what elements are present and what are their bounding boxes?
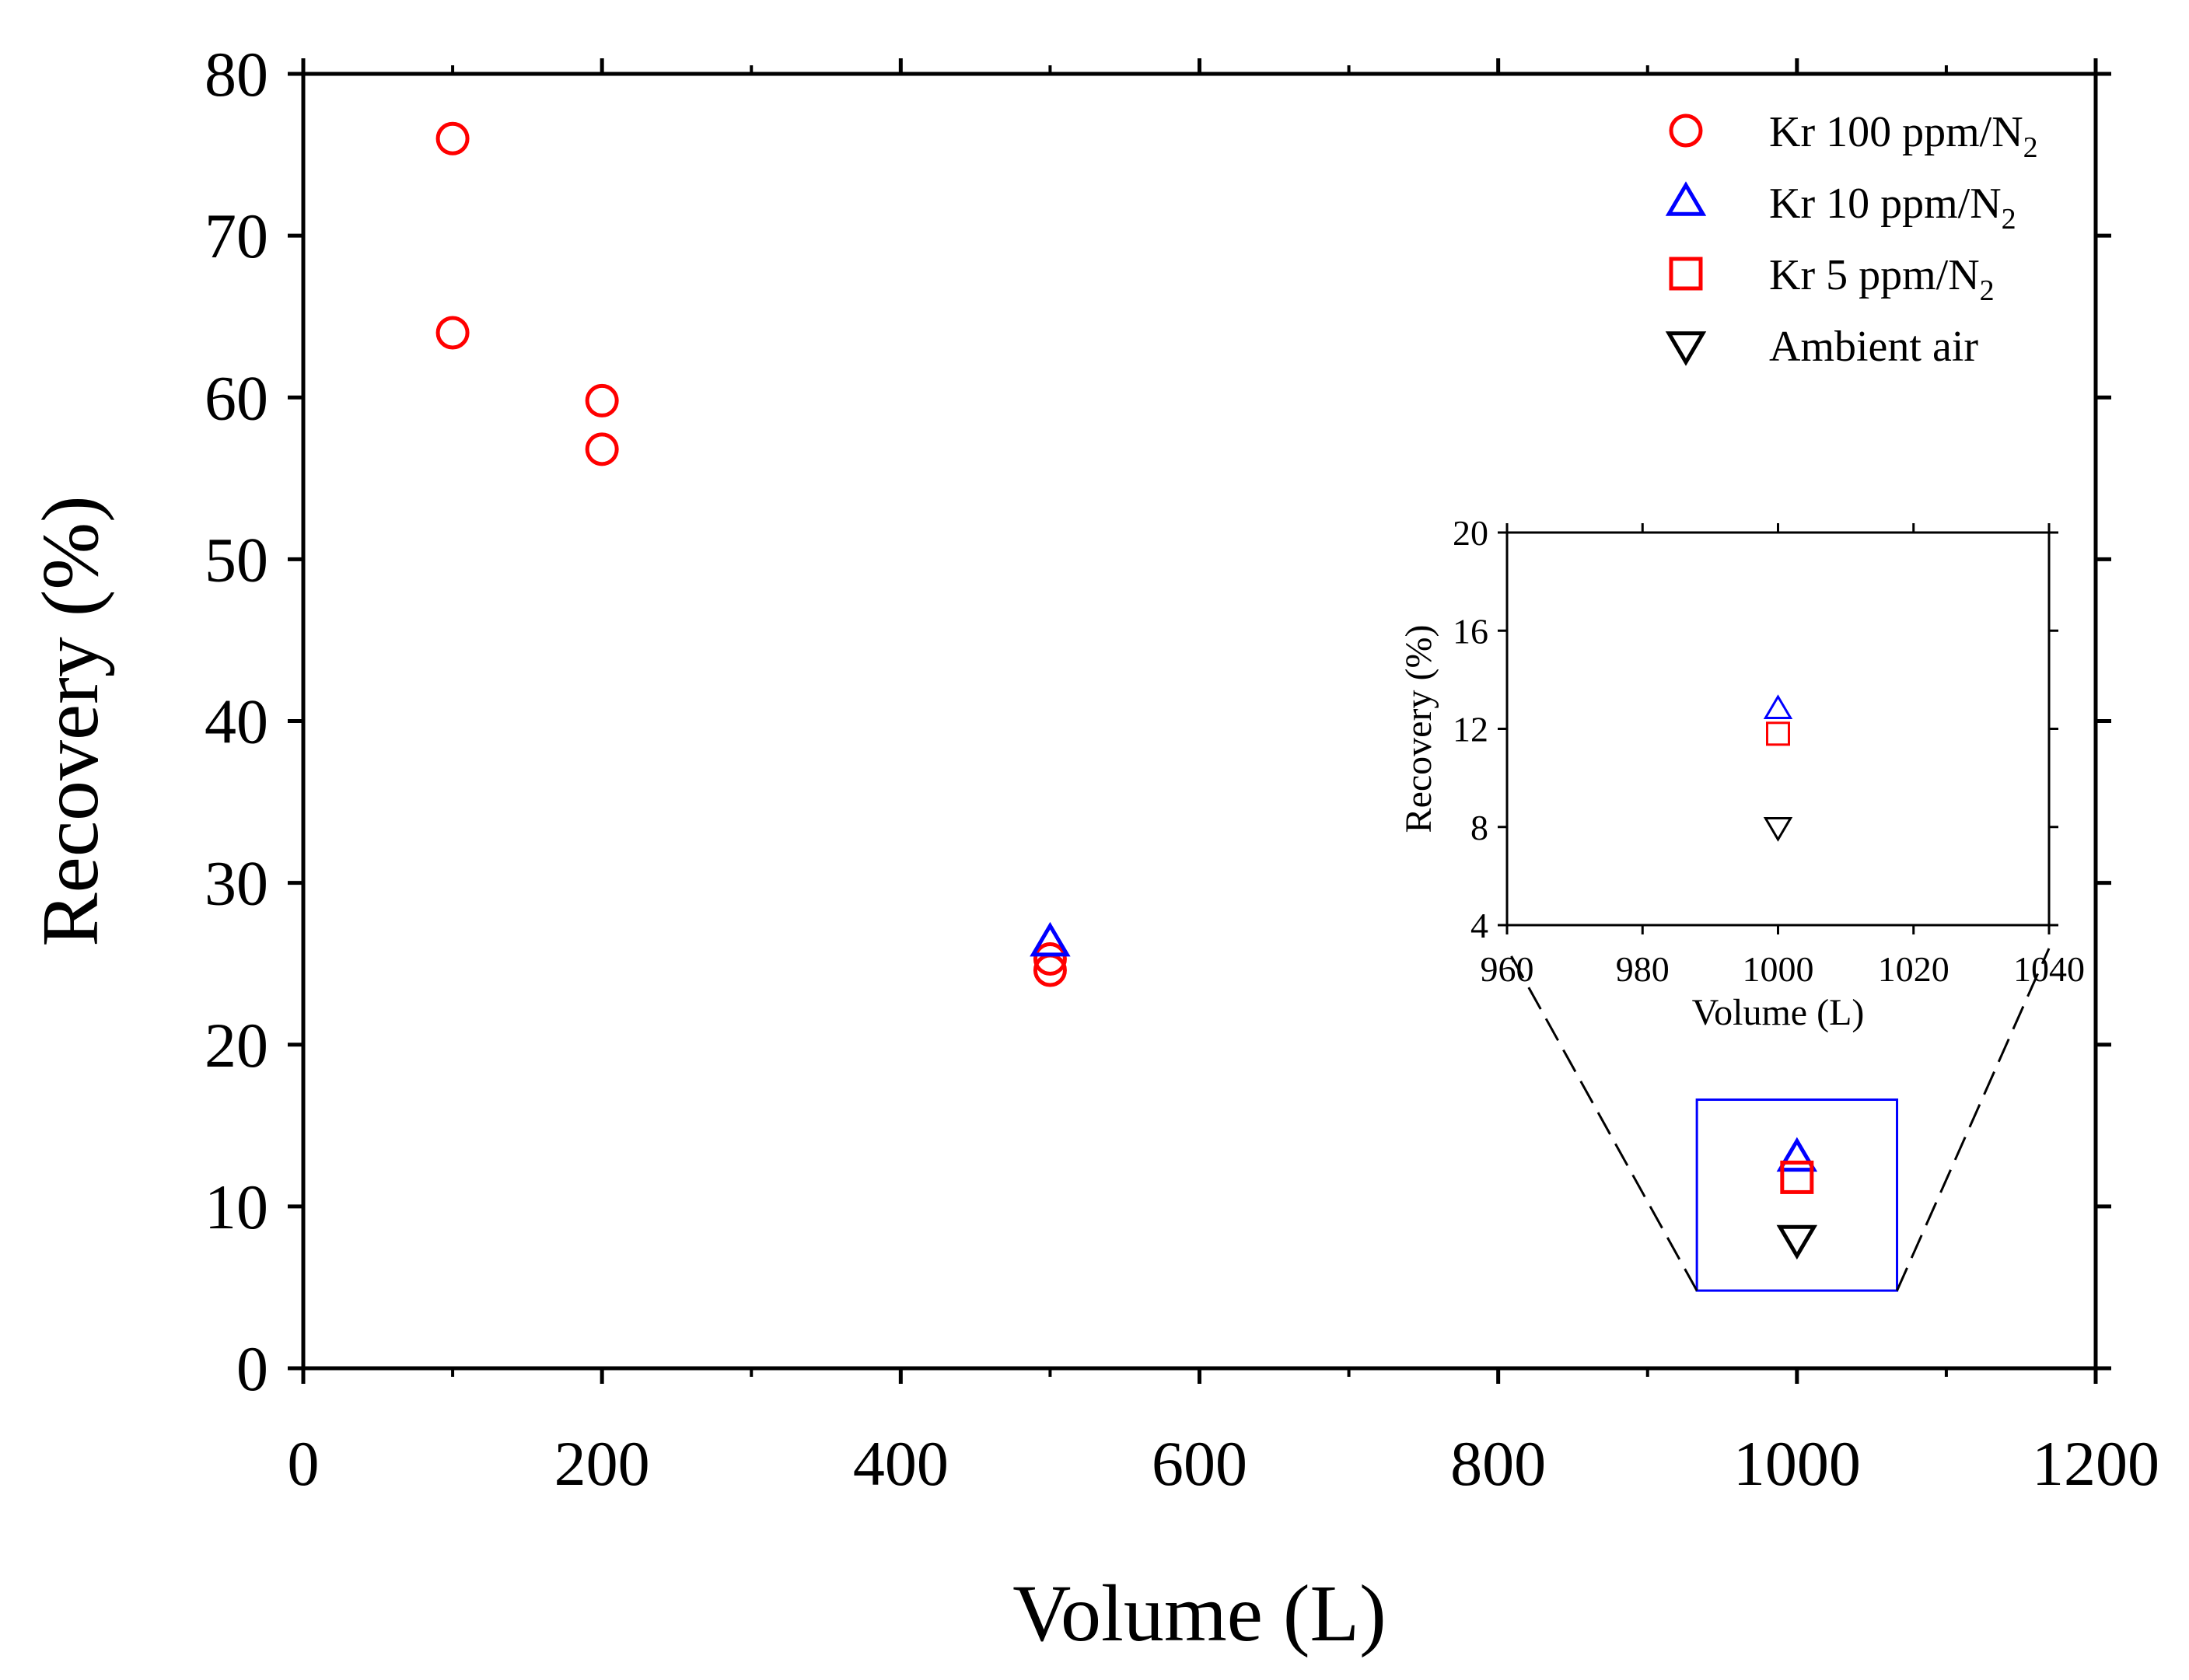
data-point-kr-5-ppm-n2 [1780,1160,1814,1194]
x-tick-label: 400 [853,1428,949,1499]
inset-x-tick-label: 1020 [1878,949,1949,989]
x-tick-label: 600 [1152,1428,1247,1499]
inset-y-tick-label: 4 [1470,906,1488,945]
legend-label-kr-100-ppm-n2: Kr 100 ppm/N2 [1769,108,2038,164]
zoom-connector-left [1505,948,1698,1291]
data-point-kr-100-ppm-n2 [585,432,619,466]
legend-label-kr-10-ppm-n2: Kr 10 ppm/N2 [1769,180,2016,236]
inset-data-point-kr-10-ppm-n2 [1763,694,1793,719]
y-tick-label: 30 [205,848,268,919]
inset-data-point-ambient-air [1763,817,1793,842]
legend-label-subscript: 2 [1980,274,1995,307]
y-tick-label: 50 [205,524,268,595]
data-point-kr-100-ppm-n2 [435,121,470,155]
y-tick-label: 0 [236,1333,268,1404]
x-tick-label: 200 [554,1428,650,1499]
inset-x-tick-label: 1000 [1743,949,1814,989]
data-point-kr-100-ppm-n2 [585,383,619,417]
legend-marker-kr-5-ppm-n2 [1669,257,1703,291]
zoom-box [1695,1098,1899,1292]
data-point-kr-100-ppm-n2 [435,316,470,350]
legend-label-ambient-air: Ambient air [1769,323,1978,371]
legend-label-subscript: 2 [2002,203,2016,236]
data-point-kr-10-ppm-n2 [1030,921,1071,957]
data-point-kr-100-ppm-n2 [1033,941,1067,976]
legend-marker-kr-100-ppm-n2 [1669,114,1703,148]
x-tick-label: 800 [1450,1428,1546,1499]
inset-data-point-kr-5-ppm-n2 [1766,721,1790,746]
legend-label-subscript: 2 [2023,131,2038,164]
inset-frame [1505,531,2051,927]
y-tick-label: 60 [205,362,268,433]
inset-x-tick-label: 980 [1616,949,1670,989]
data-point-ambient-air [1776,1224,1818,1260]
y-tick-label: 10 [205,1172,268,1242]
x-tick-label: 1200 [2032,1428,2159,1499]
x-axis-title: Volume (L) [1012,1569,1386,1658]
legend-marker-kr-10-ppm-n2 [1665,181,1707,216]
zoom-connector-right [1896,948,2051,1291]
inset-y-tick-label: 8 [1470,808,1488,847]
legend-label-kr-5-ppm-n2: Kr 5 ppm/N2 [1769,251,1995,307]
y-tick-label: 70 [205,201,268,271]
y-axis-title: Recovery (%) [26,495,115,946]
data-point-kr-10-ppm-n2 [1776,1137,1818,1172]
inset-x-tick-label: 1040 [2013,949,2085,989]
inset-x-axis-title: Volume (L) [1692,992,1865,1033]
legend-marker-ambient-air [1665,331,1707,366]
y-tick-label: 20 [205,1010,268,1081]
y-tick-label: 40 [205,686,268,757]
y-tick-label: 80 [205,39,268,110]
x-tick-label: 1000 [1733,1428,1861,1499]
inset-y-axis-title: Recovery (%) [1398,625,1439,833]
x-tick-label: 0 [288,1428,320,1499]
inset-y-tick-label: 20 [1453,513,1488,553]
inset-y-tick-label: 16 [1453,611,1488,651]
inset-x-tick-label: 960 [1481,949,1534,989]
inset-y-tick-label: 12 [1453,710,1488,749]
